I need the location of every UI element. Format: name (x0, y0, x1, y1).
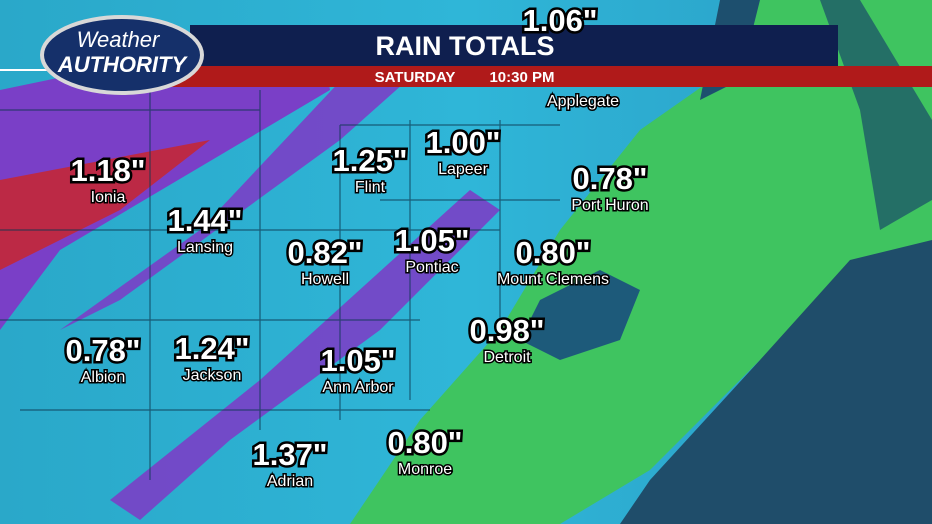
rain-total: 1.25" (332, 143, 407, 178)
place-name: Applegate (547, 93, 619, 110)
rain-total: 1.44" (167, 203, 242, 238)
lake (620, 240, 932, 524)
rain-total: 1.24" (174, 331, 249, 366)
rain-band (0, 140, 210, 270)
place-name: Pontiac (405, 259, 458, 276)
place-name: Detroit (483, 349, 531, 366)
place-name: Port Huron (571, 197, 648, 214)
title: RAIN TOTALS (376, 31, 555, 61)
place-name: Monroe (398, 461, 452, 478)
place-name: Flint (355, 179, 386, 196)
title-bar (190, 25, 838, 67)
time: 10:30 PM (489, 69, 554, 86)
place-name: Mount Clemens (497, 271, 609, 288)
rain-total: 0.82" (287, 235, 362, 270)
place-name: Adrian (267, 473, 313, 490)
place-name: Ann Arbor (322, 379, 394, 396)
rain-total: 1.00" (425, 125, 500, 160)
subtitle-bar (170, 66, 932, 87)
labels: 1.06" Applegate 1.18"Ionia 1.44"Lansing 1.25… (63, 1, 650, 492)
rain-total: 0.80" (515, 235, 590, 270)
rain-green (350, 0, 932, 524)
logo-top: Weather (77, 27, 161, 52)
rain-total: 1.37" (252, 437, 327, 472)
rain-total: 0.78" (65, 333, 140, 368)
rain-total: 0.80" (387, 425, 462, 460)
lake (520, 270, 640, 360)
place-name: Lansing (177, 239, 233, 256)
county-lines (0, 90, 560, 480)
rain-band (60, 60, 430, 330)
place-name: Ionia (91, 189, 126, 206)
place-name: Jackson (183, 367, 242, 384)
rain-total: 1.06" (522, 3, 597, 38)
rain-total: 1.05" (394, 223, 469, 258)
rain-total: 0.98" (469, 313, 544, 348)
lake (820, 0, 932, 230)
rain-total: 1.05" (320, 343, 395, 378)
logo (40, 15, 204, 95)
rain-band (0, 40, 330, 330)
rain-total: 1.18" (70, 153, 145, 188)
rain-band (110, 190, 500, 520)
place-name: Howell (301, 271, 349, 288)
logo-bottom: AUTHORITY (57, 52, 189, 77)
place-name: Lapeer (438, 161, 488, 178)
rain-total: 0.78" (572, 161, 647, 196)
day: SATURDAY (375, 69, 456, 86)
place-name: Albion (81, 369, 125, 386)
